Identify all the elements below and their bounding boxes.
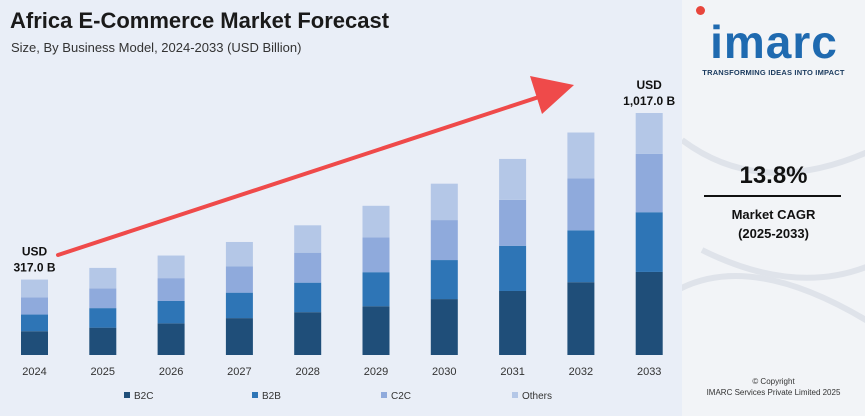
x-tick-label: 2033 [637,366,661,378]
chart-subtitle: Size, By Business Model, 2024-2033 (USD … [11,40,302,55]
logo-wordmark: imarc [710,16,838,68]
x-tick-label: 2031 [500,366,524,378]
bar-segment-b2b-2033 [635,212,663,272]
cagr-period: (2025-2033) [738,226,809,241]
bar-segment-b2b-2032 [567,230,595,283]
legend-label-c2c: C2C [391,391,411,402]
copyright-notice: © Copyright IMARC Services Private Limit… [682,376,865,398]
bar-segment-b2c-2033 [635,271,663,355]
bar-segment-b2b-2027 [225,292,253,319]
legend-swatch-c2c [381,392,387,398]
bar-segment-c2c-2033 [635,153,663,213]
bar-segment-b2c-2025 [89,327,117,355]
bar-segment-b2c-2029 [362,306,390,355]
bar-segment-others-2031 [499,158,527,200]
bar-segment-b2c-2032 [567,282,595,355]
bar-segment-c2c-2025 [89,288,117,309]
x-tick-label: 2032 [569,366,593,378]
x-tick-label: 2026 [159,366,183,378]
side-panel: imarc TRANSFORMING IDEAS INTO IMPACT 13.… [682,0,865,416]
legend-label-b2b: B2B [262,391,281,402]
bar-segment-b2b-2024 [21,314,48,332]
trend-arrow-head [530,76,574,114]
x-tick-label: 2027 [227,366,251,378]
value-annotation-unit: USD [22,245,48,259]
bar-segment-c2c-2032 [567,178,595,231]
x-tick-label: 2024 [22,366,46,378]
x-tick-label: 2028 [295,366,319,378]
chart-title: Africa E-Commerce Market Forecast [10,8,390,33]
bar-segment-c2c-2024 [21,297,48,315]
value-annotation-amount: 1,017.0 B [623,94,675,108]
legend-swatch-b2c [124,392,130,398]
legend-swatch-b2b [252,392,258,398]
bar-segment-others-2025 [89,267,117,289]
value-annotation-unit: USD [637,78,663,92]
logo-tagline: TRANSFORMING IDEAS INTO IMPACT [702,68,845,77]
bar-segment-b2c-2028 [294,312,322,355]
bar-segment-b2b-2025 [89,308,117,328]
bar-segment-b2c-2026 [157,323,185,355]
bar-segment-b2c-2024 [21,331,48,355]
decorative-background [682,137,865,324]
bar-segment-c2c-2026 [157,278,185,301]
bar-segment-b2b-2030 [430,260,458,300]
x-tick-label: 2030 [432,366,456,378]
trend-arrow-shaft [56,93,547,257]
legend-label-others: Others [522,391,552,402]
copyright-line-2: IMARC Services Private Limited 2025 [706,388,841,397]
bar-segment-b2b-2026 [157,300,185,324]
cagr-divider [704,195,841,197]
bar-segment-b2c-2031 [499,290,527,355]
legend-swatch-others [512,392,518,398]
stacked-bar-chart: 2024 2025 2026 2027 2028 2029 2030 2031 2032 2033… [13,76,676,402]
cagr-label: Market CAGR [731,207,816,222]
x-tick-label: 2029 [364,366,388,378]
bar-segment-others-2026 [157,255,185,279]
bar-segment-c2c-2030 [430,220,458,261]
bar-segment-others-2033 [635,113,663,154]
bar-segment-others-2027 [225,241,253,267]
logo-dot-icon [696,6,705,15]
bar-segment-others-2024 [21,279,48,298]
bar-segment-others-2029 [362,205,390,238]
legend-label-b2c: B2C [134,391,153,402]
cagr-value: 13.8% [739,162,808,189]
bar-segment-others-2032 [567,132,595,179]
bar-segment-b2b-2031 [499,245,527,291]
bar-segment-c2c-2031 [499,199,527,246]
bar-segment-b2c-2030 [430,299,458,355]
bar-segment-c2c-2029 [362,237,390,273]
bar-segment-others-2030 [430,183,458,221]
bar-segment-others-2028 [294,225,322,253]
trend-arrow-icon [56,76,574,257]
bar-segment-c2c-2027 [225,266,253,293]
bar-segment-b2b-2029 [362,272,390,307]
copyright-line-1: © Copyright [752,377,795,386]
bar-segment-b2c-2027 [225,318,253,355]
bar-segment-c2c-2028 [294,252,322,283]
value-annotation-amount: 317.0 B [13,261,55,275]
bar-segment-b2b-2028 [294,282,322,313]
chart-panel: 2024 2025 2026 2027 2028 2029 2030 2031 2032 2033… [0,0,682,416]
x-tick-label: 2025 [91,366,115,378]
